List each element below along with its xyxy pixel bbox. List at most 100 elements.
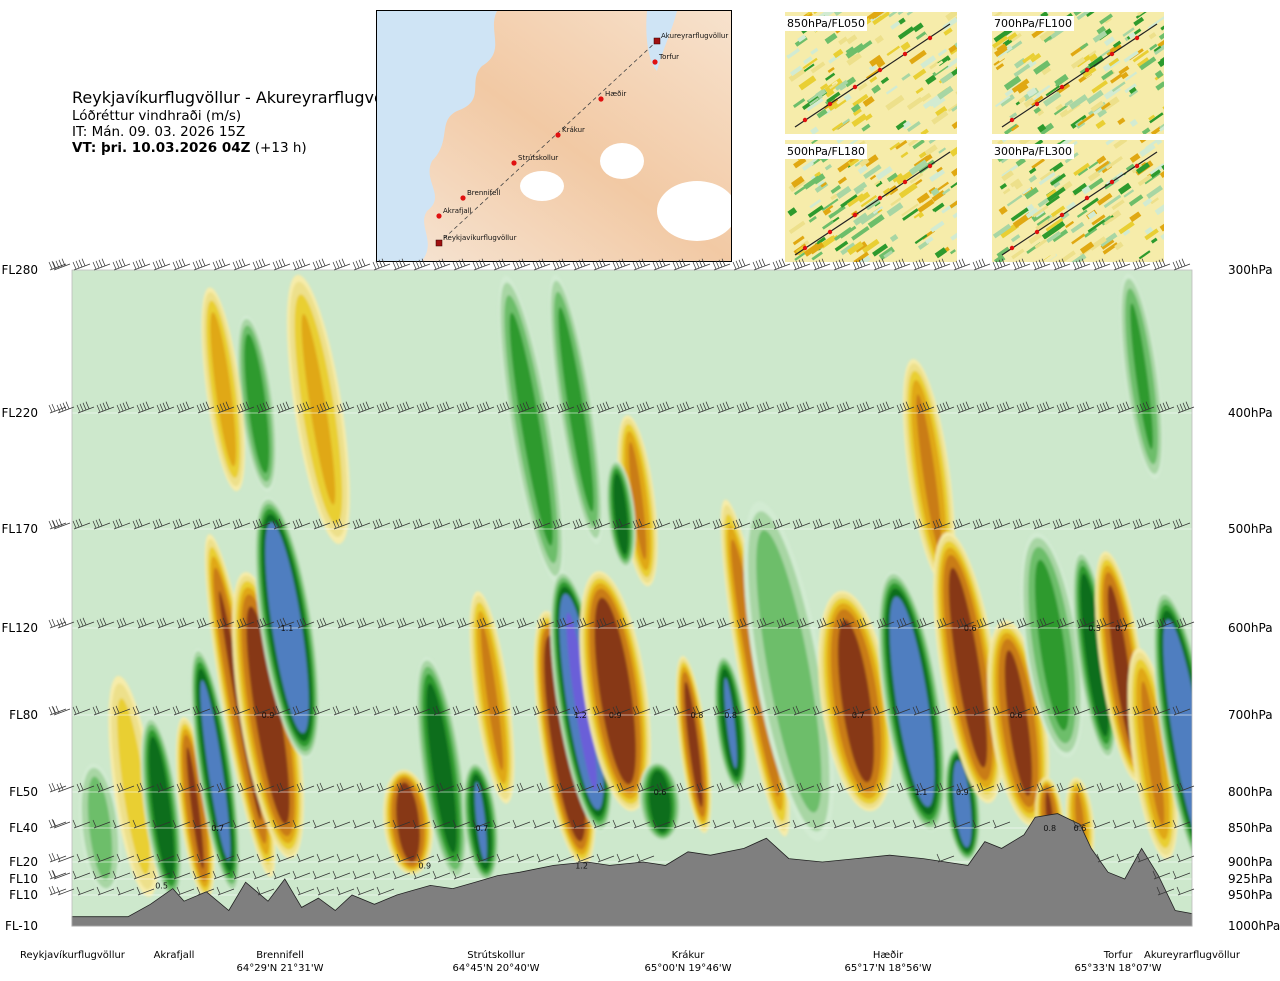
mini-field-cell: [1112, 40, 1122, 48]
wind-barb: [92, 870, 111, 880]
hpa-label: 300hPa: [1228, 263, 1273, 277]
band-34-level-1: [1036, 778, 1064, 861]
mini-field-cell: [1013, 180, 1023, 190]
band-36-level-0: [1072, 551, 1117, 759]
band-34-level-0: [1035, 777, 1065, 862]
map-glacier-1: [600, 143, 644, 179]
mini-waypoint: [852, 212, 858, 218]
mini-field-cell: [1135, 12, 1149, 19]
mini-field-cell: [1095, 119, 1106, 130]
band-34-level-3: [1039, 782, 1061, 856]
wind-barb: [192, 819, 211, 829]
waypoint-label: Torfur 65°33'N 18°07'W: [1075, 949, 1162, 975]
wind-barb: [872, 819, 891, 829]
mini-waypoint: [877, 67, 883, 73]
mini-map-700: 700hPa/FL100: [992, 12, 1164, 134]
band-15-level-1: [500, 282, 562, 576]
mini-field-cell: [821, 198, 839, 212]
wind-barb: [552, 705, 571, 716]
wind-barb: [332, 870, 351, 880]
mini-field-cell: [1086, 89, 1104, 105]
wind-barb: [1156, 886, 1175, 896]
hpa-label: 400hPa: [1228, 406, 1273, 420]
band-38-level-3: [1130, 303, 1153, 450]
field-background: [72, 270, 1192, 926]
fl-label: FL280: [1, 263, 39, 277]
wind-barb: [1016, 401, 1035, 414]
mini-field-cell: [1105, 155, 1123, 170]
wind-barb: [612, 819, 631, 829]
mini-field-cell: [1016, 82, 1029, 94]
mini-field-cell: [949, 44, 957, 55]
mini-field-cell: [888, 59, 900, 70]
waypoint-label: Reykjavíkurflugvöllur: [20, 949, 125, 962]
wind-barb: [696, 617, 715, 629]
wind-barb: [892, 705, 911, 716]
wind-barb: [392, 705, 411, 716]
band-13-level-1: [463, 764, 499, 880]
map-airport-marker: [653, 37, 661, 45]
wind-barb: [576, 401, 595, 414]
mini-field-cell: [1091, 80, 1108, 94]
band-19-level-3: [586, 583, 644, 800]
wind-barb: [1116, 782, 1135, 793]
wind-barb: [876, 617, 895, 629]
mini-field-cell: [907, 140, 919, 147]
mini-map-500: 500hPa/FL180: [785, 140, 957, 262]
band-7-level-4: [261, 514, 313, 742]
band-2-level-3: [146, 729, 178, 887]
wind-barb: [592, 705, 611, 716]
wind-barb: [1072, 705, 1091, 716]
mini-field-cell: [908, 159, 929, 176]
band-10-level-0: [286, 274, 350, 544]
band-20-level-0: [617, 415, 658, 587]
mini-field-cell: [894, 23, 912, 38]
wind-barb: [532, 518, 551, 530]
mini-field-cell: [1087, 210, 1097, 220]
band-15-level-0: [498, 275, 565, 583]
mini-field-cell: [1046, 231, 1061, 243]
mini-field-cell: [1033, 106, 1042, 114]
waypoint-label: Akureyrarflugvöllur: [1144, 949, 1240, 962]
mini-map-700-label: 700hPa/FL100: [992, 16, 1075, 31]
mini-field-cell: [883, 148, 895, 159]
mini-field-cell: [889, 141, 901, 151]
wind-barb: [1136, 853, 1155, 863]
hpa-label: 925hPa: [1228, 872, 1273, 886]
cross-section-title: Reykjavíkurflugvöllur - Akureyrarflugvöl…: [72, 88, 410, 107]
wind-barb: [256, 853, 275, 863]
wind-barb: [356, 886, 375, 896]
wind-barb: [556, 617, 575, 629]
band-37-level-5: [1107, 584, 1136, 749]
waypoint-name: Torfur: [1103, 950, 1133, 961]
band-38-level-1: [1121, 278, 1162, 474]
wind-barb: [1172, 870, 1191, 880]
mini-field-cell: [1148, 114, 1156, 121]
wind-barb: [72, 518, 91, 530]
mini-field-cell: [1137, 57, 1150, 69]
mini-waypoint: [827, 101, 833, 107]
mini-field-cell: [846, 52, 862, 66]
wind-barb: [352, 819, 371, 829]
band-1-level-1: [111, 683, 156, 890]
band-6-level-5: [246, 606, 290, 825]
wind-barb: [1152, 870, 1171, 880]
mini-field-cell: [1027, 232, 1043, 245]
wind-barb: [976, 617, 995, 629]
band-18-level-4: [556, 586, 607, 817]
wind-barb: [572, 819, 591, 829]
plot-frame: [71, 269, 1193, 927]
wind-barb: [172, 258, 191, 271]
band-36-level-3: [1077, 565, 1112, 745]
mini-field-cell: [810, 47, 819, 55]
mini-field-cell: [938, 147, 947, 154]
wind-barb: [292, 870, 311, 880]
wind-barb: [356, 401, 375, 414]
band-25-level-1: [722, 504, 789, 831]
mini-field-cell: [898, 182, 918, 199]
band-12-level-3: [422, 673, 461, 863]
mini-field-cell: [999, 183, 1008, 190]
value-label-6: 1.2: [575, 861, 588, 870]
wind-barb: [496, 782, 515, 793]
mini-field-cell: [916, 192, 930, 204]
